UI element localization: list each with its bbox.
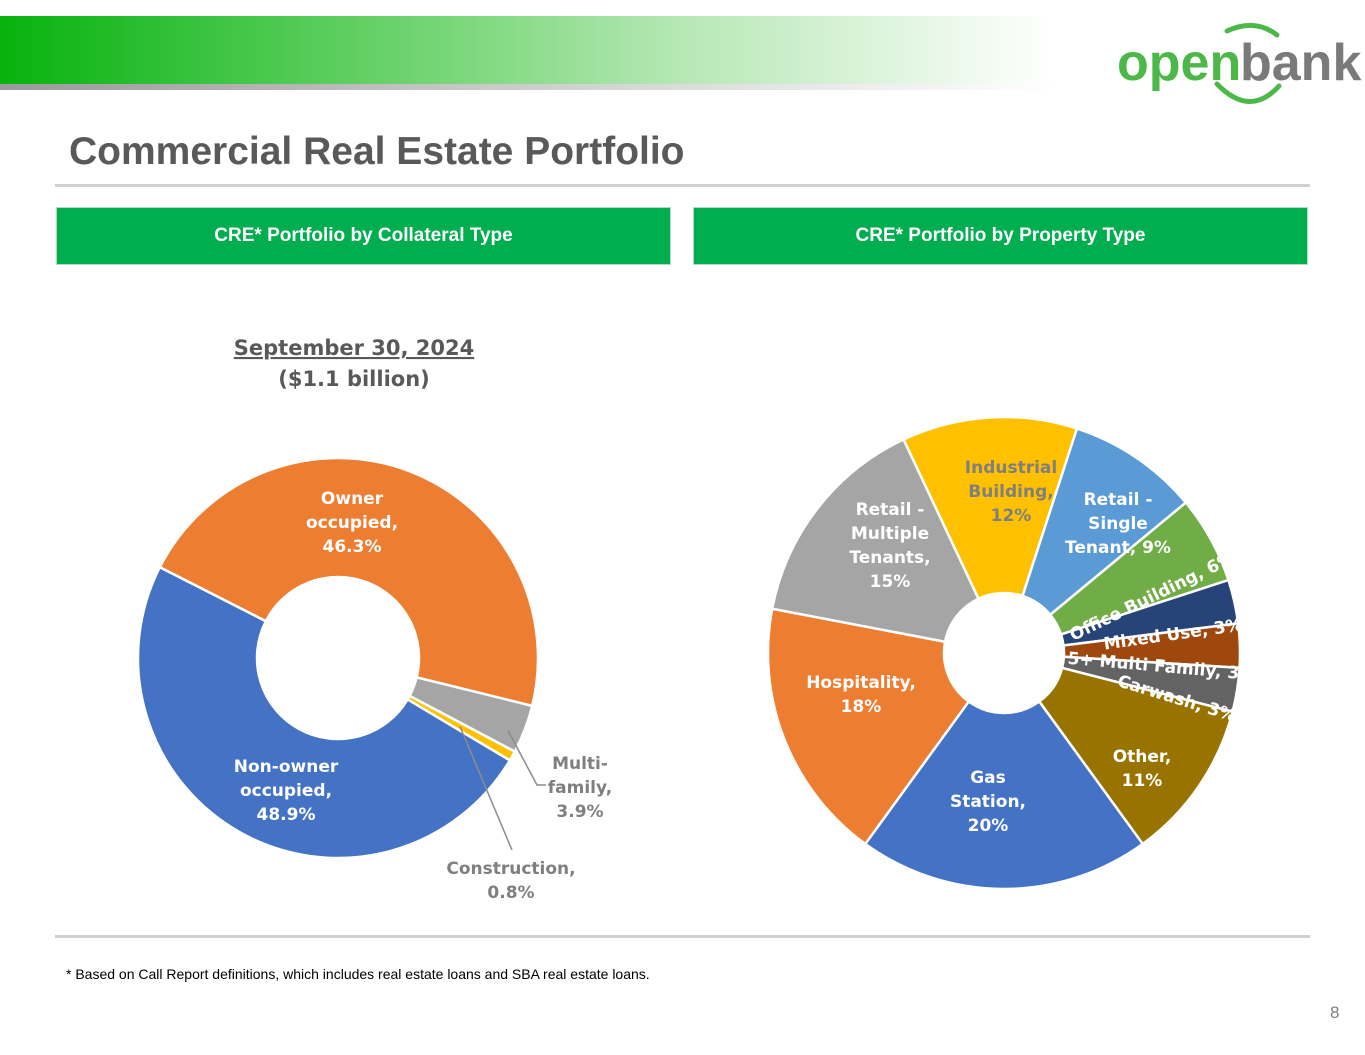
property-slice-hospitality (766, 607, 971, 846)
title-divider (55, 184, 1310, 187)
page-title: Commercial Real Estate Portfolio (69, 130, 685, 173)
left-panel-header: CRE* Portfolio by Collateral Type (57, 208, 670, 264)
label-other: Other, 11% (1113, 747, 1172, 791)
logo-swoosh-top (1224, 22, 1280, 38)
openbank-logo: open bank (1117, 22, 1361, 104)
header-gradient-bar (0, 16, 1055, 84)
property-slice-gas-station (863, 699, 1145, 891)
logo-text-open: open (1117, 34, 1241, 92)
logo-swoosh-bottom (1214, 81, 1282, 104)
footnote: * Based on Call Report definitions, whic… (66, 966, 650, 982)
label-retail-multiple-tenants: Retail -Multiple Tenants, 15% (849, 500, 930, 592)
collateral-chart-title: September 30, 2024 (234, 336, 474, 360)
label-multi-family: Multi-family, 3.9% (548, 754, 612, 822)
collateral-slice-non-owner-occupied (136, 565, 512, 860)
collateral-slice-owner-occupied (158, 456, 540, 708)
label-retail-single-tenant: Retail -Single Tenant, 9% (1065, 490, 1171, 558)
label-gas-station: Gas Station, 20% (950, 768, 1026, 836)
collateral-type-donut: September 30, 2024 ($1.1 billion) Owner occ… (136, 336, 612, 903)
label-construction: Construction, 0.8% (446, 859, 575, 903)
collateral-chart-subtitle: ($1.1 billion) (278, 367, 430, 391)
property-type-donut: Industrial Building, 12%Retail -Single Tena… (766, 415, 1257, 891)
property-slice-retail-single-tenant (1020, 426, 1188, 617)
property-slice-retail-multiple-tenants (770, 437, 981, 644)
label-non-owner-occupied: Non-owner occupied, 48.9% (234, 757, 339, 825)
page-number: 8 (1330, 1003, 1340, 1022)
property-slice-industrial-building (901, 415, 1079, 601)
leader-line-construction (459, 726, 513, 851)
header-bar-shadow (0, 84, 1055, 90)
logo-text-bank: bank (1240, 34, 1361, 92)
label-owner-occupied: Owner occupied, 46.3% (306, 489, 398, 557)
footer-divider (55, 935, 1310, 938)
property-slice-other (1037, 666, 1235, 846)
label-hospitality: Hospitality, 18% (806, 673, 916, 717)
leader-line-multi-family (507, 730, 546, 786)
right-panel-header: CRE* Portfolio by Property Type (694, 208, 1307, 264)
label-industrial-building: Industrial Building, 12% (965, 458, 1057, 526)
